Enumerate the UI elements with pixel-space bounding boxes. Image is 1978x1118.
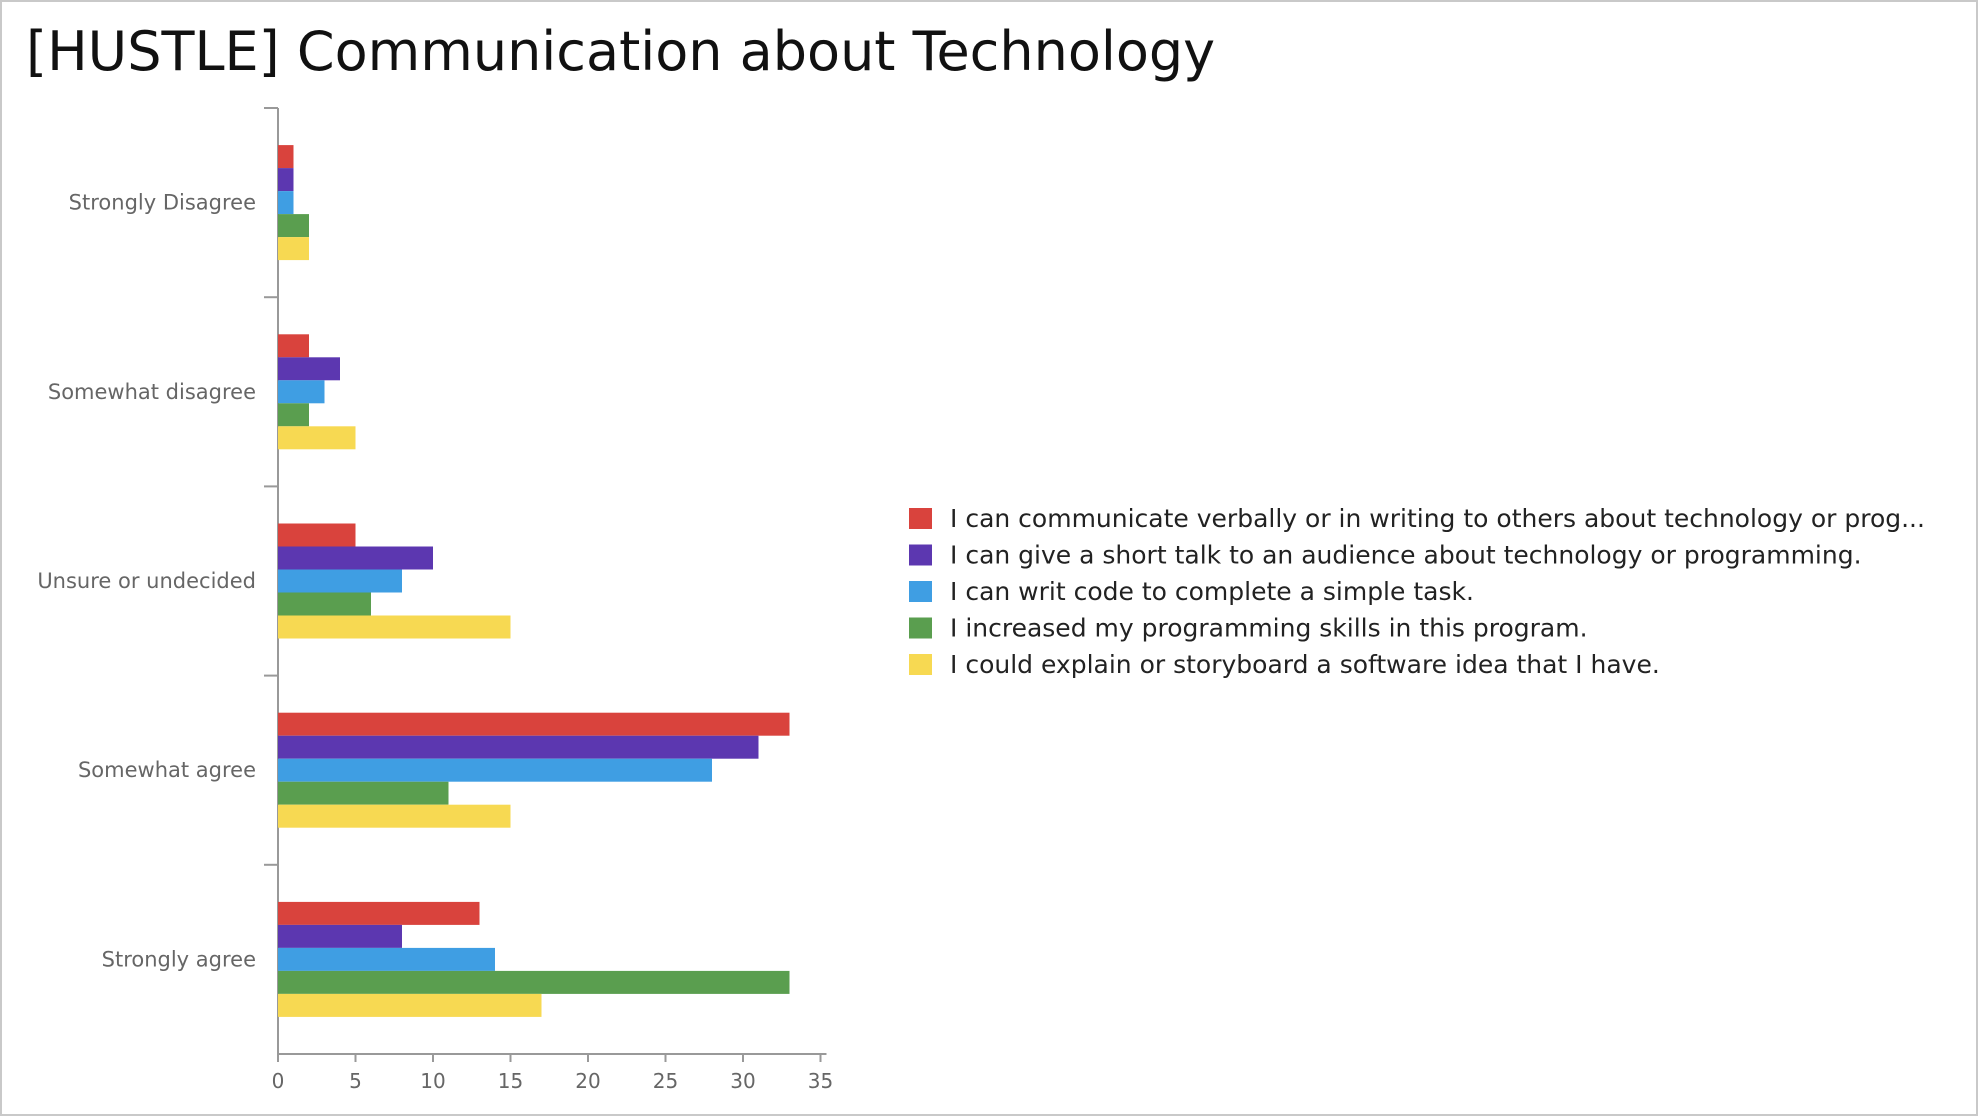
legend-swatch — [909, 617, 932, 639]
bar[interactable] — [278, 947, 495, 971]
bar[interactable] — [278, 380, 325, 404]
bar[interactable] — [278, 758, 712, 782]
legend-item[interactable]: I can give a short talk to an audience a… — [909, 541, 1862, 570]
bar[interactable] — [278, 712, 790, 736]
legend-label: I can writ code to complete a simple tas… — [950, 577, 1474, 606]
legend-item[interactable]: I can writ code to complete a simple tas… — [909, 577, 1474, 606]
bar[interactable] — [278, 523, 356, 547]
bar[interactable] — [278, 781, 449, 805]
legend-label: I increased my programming skills in thi… — [950, 614, 1588, 643]
x-tick-label: 35 — [808, 1069, 833, 1093]
bar[interactable] — [278, 168, 294, 192]
x-tick-label: 5 — [349, 1069, 362, 1093]
x-tick-label: 30 — [730, 1069, 755, 1093]
bar[interactable] — [278, 901, 480, 925]
category-label: Strongly agree — [102, 947, 256, 971]
x-tick-label: 10 — [420, 1069, 445, 1093]
legend-swatch — [909, 508, 932, 529]
legend-item[interactable]: I increased my programming skills in thi… — [909, 614, 1588, 643]
x-tick-label: 25 — [653, 1069, 678, 1093]
bar[interactable] — [278, 546, 433, 570]
bar[interactable] — [278, 145, 294, 169]
category-label: Strongly Disagree — [69, 191, 256, 215]
x-tick-label: 20 — [575, 1069, 600, 1093]
bar[interactable] — [278, 214, 309, 238]
category-group: Somewhat disagree — [48, 334, 356, 450]
category-group: Strongly agree — [102, 901, 790, 1017]
bar[interactable] — [278, 334, 309, 358]
bar[interactable] — [278, 592, 371, 616]
legend-label: I can communicate verbally or in writing… — [950, 504, 1925, 533]
bar[interactable] — [278, 804, 511, 828]
plot-area: 0 5 10 15 20 25 30 35 Strongly Disagree Somewhat … — [37, 107, 833, 1093]
legend-label: I could explain or storyboard a software… — [950, 650, 1660, 679]
category-label: Somewhat disagree — [48, 380, 256, 404]
category-group: Somewhat agree — [78, 712, 790, 828]
category-group: Unsure or undecided — [37, 523, 511, 639]
category-group: Strongly Disagree — [69, 145, 309, 261]
legend: I can communicate verbally or in writing… — [909, 504, 1925, 679]
bar[interactable] — [278, 924, 402, 948]
bar[interactable] — [278, 403, 309, 427]
x-tick-label: 0 — [272, 1069, 285, 1093]
legend-swatch — [909, 654, 932, 675]
category-label: Unsure or undecided — [37, 569, 256, 593]
legend-swatch — [909, 581, 932, 602]
bar[interactable] — [278, 191, 294, 215]
bar[interactable] — [278, 735, 759, 759]
legend-swatch — [909, 544, 932, 566]
bar[interactable] — [278, 426, 356, 450]
slide-title: [HUSTLE] Communication about Technology — [26, 20, 1216, 83]
bar[interactable] — [278, 970, 790, 994]
x-tick-label: 15 — [498, 1069, 523, 1093]
bar[interactable] — [278, 615, 511, 639]
legend-item[interactable]: I could explain or storyboard a software… — [909, 650, 1660, 679]
legend-label: I can give a short talk to an audience a… — [950, 541, 1862, 570]
bar[interactable] — [278, 237, 309, 261]
category-label: Somewhat agree — [78, 758, 256, 782]
bar[interactable] — [278, 993, 542, 1017]
bar[interactable] — [278, 569, 402, 593]
bar[interactable] — [278, 357, 340, 381]
legend-item[interactable]: I can communicate verbally or in writing… — [909, 504, 1925, 533]
